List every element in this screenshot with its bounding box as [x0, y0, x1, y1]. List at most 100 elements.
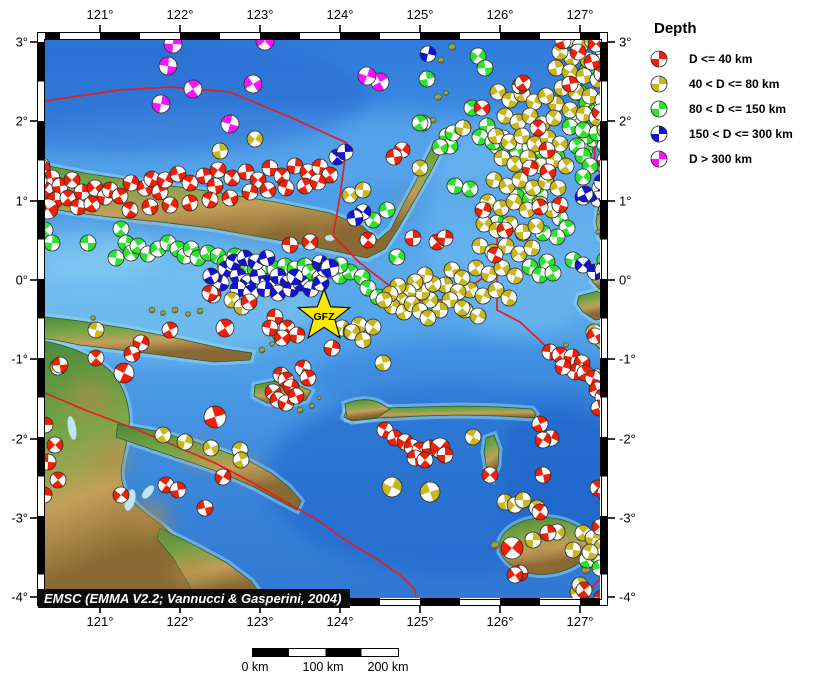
- focal-mechanism-blue: [256, 280, 274, 298]
- small-island: [196, 307, 204, 315]
- focal-mechanism-olive: [518, 201, 536, 219]
- lat-label-right: 3°: [619, 34, 632, 50]
- focal-mechanism-red: [132, 334, 150, 352]
- small-island: [563, 342, 569, 348]
- focal-mechanism-red: [539, 524, 557, 542]
- focal-mechanism-red: [481, 466, 499, 484]
- plate-boundary-line: [38, 389, 418, 605]
- focal-mechanism-green: [461, 180, 479, 198]
- focal-mechanism-red: [73, 183, 91, 201]
- focal-mechanism-olive: [489, 83, 507, 101]
- scale-label: 200 km: [367, 660, 409, 674]
- focal-mechanism-red: [121, 201, 139, 219]
- landmass: [343, 405, 537, 422]
- focal-mechanism-blue: [574, 256, 592, 274]
- small-island: [448, 43, 456, 51]
- focal-mechanism-red: [259, 181, 277, 199]
- small-island: [309, 403, 315, 409]
- focal-mechanism-olive: [176, 433, 194, 451]
- focal-mechanism-red: [181, 174, 199, 192]
- focal-mechanism-green: [43, 234, 61, 252]
- legend-beachball-2: [650, 100, 668, 117]
- legend-item: D <= 40 km: [650, 46, 816, 71]
- focal-mechanism-red: [237, 163, 255, 181]
- focal-mechanism-blue: [269, 284, 287, 302]
- focal-mechanism-red: [538, 141, 556, 159]
- focal-mechanism-olive: [521, 107, 539, 125]
- focal-mechanism-green: [544, 264, 562, 282]
- small-island: [160, 310, 166, 316]
- focal-mechanism-green: [548, 228, 566, 246]
- legend-items: D <= 40 km 40 < D <= 80 km 80 < D <= 150 k…: [650, 46, 816, 171]
- lat-label-right: -2°: [619, 431, 636, 447]
- focal-mechanism-red: [141, 198, 159, 216]
- focal-mechanism-olive: [557, 157, 575, 175]
- focal-mechanism-red: [161, 321, 179, 339]
- focal-mechanism-red: [385, 148, 403, 166]
- lat-label-left: -4°: [11, 589, 28, 605]
- terrain-ridge: [172, 552, 208, 588]
- lon-label-top: 124°: [326, 7, 354, 22]
- lon-label-top: 123°: [246, 7, 274, 22]
- focal-mechanism-green: [107, 249, 125, 267]
- focal-mechanism-red: [169, 481, 187, 499]
- focal-mechanism-olive: [551, 135, 569, 153]
- focal-mechanism-red: [404, 229, 422, 247]
- small-island: [316, 395, 322, 401]
- focal-mechanism-red: [416, 451, 434, 469]
- focal-mechanism-red: [531, 198, 549, 216]
- focal-mechanism-red: [214, 468, 232, 486]
- focal-mechanism-red: [301, 233, 319, 251]
- focal-mechanism-red: [359, 231, 377, 249]
- legend-beachball-icon: [650, 150, 668, 167]
- focal-mechanism-red: [473, 99, 491, 117]
- focal-mechanism-magenta: [151, 94, 171, 114]
- focal-mechanism-red: [261, 159, 279, 177]
- legend-beachball-0: [650, 50, 668, 67]
- small-island: [171, 306, 179, 314]
- focal-mechanism-red: [87, 349, 105, 367]
- focal-mechanism-red: [551, 196, 569, 214]
- landmass: [156, 527, 263, 605]
- focal-mechanism-red: [209, 161, 227, 179]
- focal-mechanism-olive: [487, 127, 505, 145]
- legend-item: 80 < D <= 150 km: [650, 96, 816, 121]
- legend-title: Depth: [654, 20, 697, 37]
- focal-mechanism-olive: [354, 181, 372, 199]
- focal-mechanism-red: [63, 171, 81, 189]
- focal-mechanism-red: [323, 339, 341, 357]
- focal-mechanism-red: [112, 486, 130, 504]
- focal-mechanism-red: [474, 201, 492, 219]
- small-island: [90, 315, 96, 321]
- focal-mechanism-red: [83, 195, 101, 213]
- focal-mechanism-red: [436, 446, 454, 464]
- legend-beachball-icon: [650, 125, 668, 142]
- focal-mechanism-magenta: [158, 56, 178, 76]
- map-content: GFZ: [38, 33, 607, 605]
- lon-label-top: 125°: [406, 7, 434, 22]
- focal-mechanism-olive: [505, 193, 523, 211]
- focal-mechanism-blue: [312, 274, 330, 292]
- lon-label-bottom: 127°: [566, 614, 594, 629]
- focal-mechanism-olive: [211, 142, 229, 160]
- focal-mechanism-olive: [485, 171, 503, 189]
- legend-beachball-icon: [650, 75, 668, 92]
- focal-mechanism-green: [411, 114, 429, 132]
- focal-mechanism-red: [203, 405, 227, 429]
- focal-mechanism-red: [534, 466, 552, 484]
- focal-mechanism-olive: [87, 321, 105, 339]
- focal-mechanism-blue: [286, 268, 304, 286]
- focal-mechanism-green: [388, 248, 406, 266]
- focal-mechanism-red: [195, 167, 213, 185]
- focal-mechanism-red: [531, 503, 549, 521]
- focal-mechanism-olive: [524, 531, 542, 549]
- bathymetry-shade: [500, 390, 607, 550]
- legend-beachball-icon: [650, 50, 668, 67]
- focal-mechanism-red: [111, 187, 129, 205]
- focal-mechanism-olive: [341, 186, 359, 204]
- focal-mechanism-red: [281, 236, 299, 254]
- focal-mechanism-red: [539, 163, 557, 181]
- legend-item-label: D <= 40 km: [689, 51, 753, 66]
- small-island: [185, 311, 191, 317]
